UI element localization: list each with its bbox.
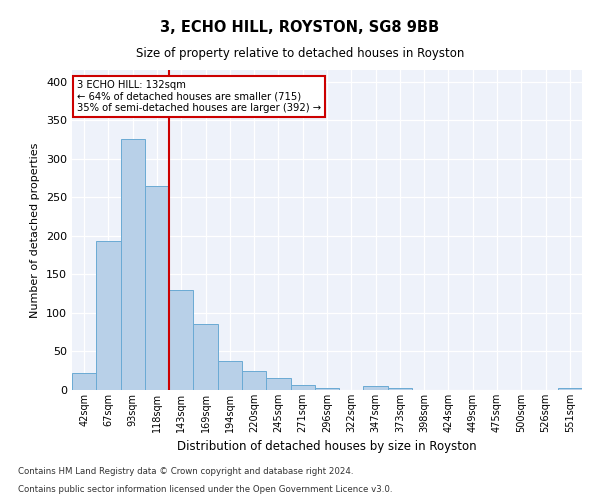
Bar <box>169 290 193 390</box>
Text: Contains HM Land Registry data © Crown copyright and database right 2024.: Contains HM Land Registry data © Crown c… <box>18 467 353 476</box>
Bar <box>364 386 388 390</box>
Text: 3 ECHO HILL: 132sqm
← 64% of detached houses are smaller (715)
35% of semi-detac: 3 ECHO HILL: 132sqm ← 64% of detached ho… <box>77 80 321 113</box>
Bar <box>242 370 266 390</box>
Bar <box>193 324 218 390</box>
Bar <box>290 384 315 390</box>
Bar <box>558 388 582 390</box>
Bar <box>121 140 145 390</box>
Text: Contains public sector information licensed under the Open Government Licence v3: Contains public sector information licen… <box>18 485 392 494</box>
Text: Size of property relative to detached houses in Royston: Size of property relative to detached ho… <box>136 48 464 60</box>
Bar <box>388 388 412 390</box>
Bar <box>145 186 169 390</box>
Bar <box>72 373 96 390</box>
X-axis label: Distribution of detached houses by size in Royston: Distribution of detached houses by size … <box>177 440 477 454</box>
Bar <box>218 360 242 390</box>
Bar <box>315 388 339 390</box>
Text: 3, ECHO HILL, ROYSTON, SG8 9BB: 3, ECHO HILL, ROYSTON, SG8 9BB <box>160 20 440 35</box>
Bar <box>266 378 290 390</box>
Bar <box>96 241 121 390</box>
Y-axis label: Number of detached properties: Number of detached properties <box>31 142 40 318</box>
